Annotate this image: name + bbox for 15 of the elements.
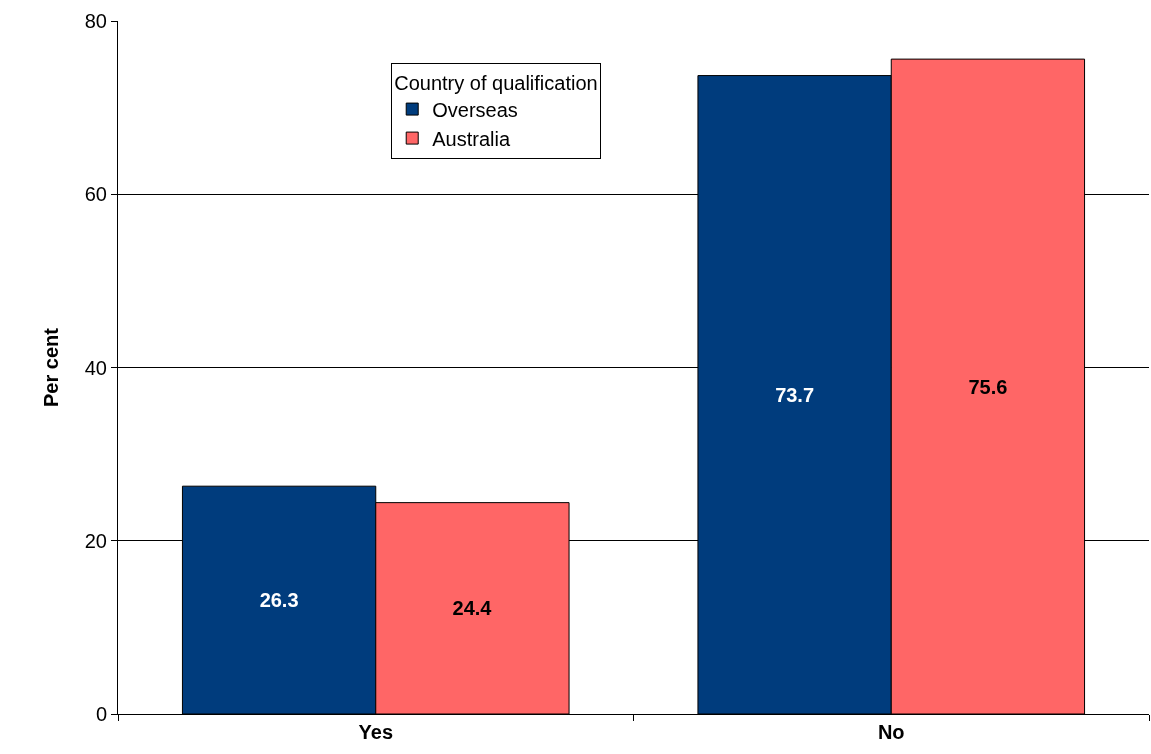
y-tick-label: 40 — [84, 356, 107, 379]
y-tick-label: 20 — [84, 529, 107, 552]
x-tick-label: No — [877, 721, 905, 743]
legend-title: Country of qualification — [394, 71, 598, 94]
data-label: 75.6 — [968, 375, 1008, 398]
legend-label: Australia — [432, 127, 511, 150]
y-tick-label: 0 — [95, 703, 107, 725]
y-tick-label: 80 — [84, 10, 107, 32]
data-label: 24.4 — [452, 597, 493, 620]
data-label: 26.3 — [259, 589, 299, 612]
legend-label: Overseas — [432, 98, 518, 121]
x-tick-label: Yes — [358, 721, 393, 743]
data-label: 73.7 — [775, 383, 815, 406]
y-tick-label: 60 — [84, 183, 107, 206]
y-axis-title: Per cent — [40, 327, 63, 407]
